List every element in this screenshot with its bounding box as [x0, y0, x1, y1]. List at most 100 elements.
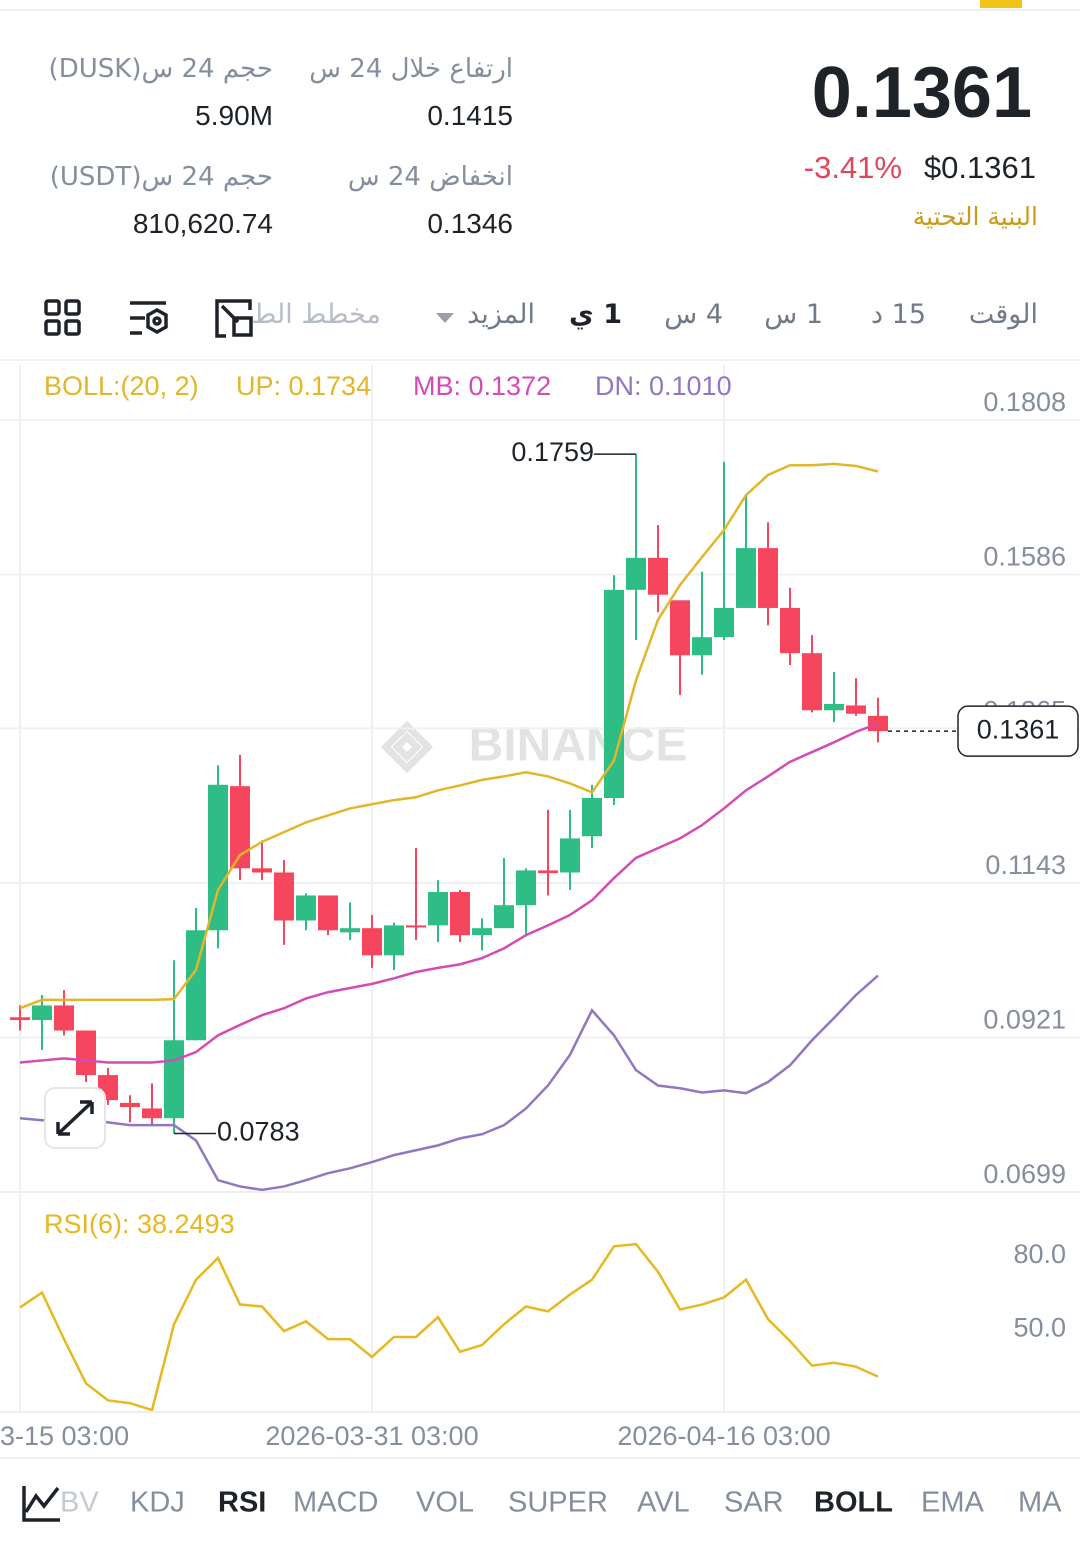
- candle-body: [560, 838, 580, 873]
- indicator-tab[interactable]: EMA: [921, 1487, 985, 1519]
- stat-value: 5.90M: [195, 100, 273, 131]
- candle-body: [230, 786, 250, 869]
- candle-body: [76, 1030, 96, 1076]
- x-tick-label: 2026-03-31 03:00: [265, 1421, 478, 1451]
- plot: 3-15 03:00 2026-03-31 03:00 2026-04-16 03:…: [0, 365, 1080, 1451]
- tab-indicator: [980, 0, 1022, 8]
- candle-body: [142, 1108, 162, 1119]
- timeframe-tab[interactable]: 1 س: [764, 299, 823, 330]
- indicator-tab[interactable]: AVL: [637, 1487, 690, 1519]
- indicator-tab[interactable]: VOL: [416, 1487, 474, 1519]
- indicator-tab[interactable]: MA: [1018, 1487, 1062, 1519]
- candle-body: [120, 1102, 140, 1108]
- stat-value: 0.1415: [427, 100, 513, 131]
- candle-body: [516, 870, 536, 906]
- legend-title: BOLL:(20, 2): [44, 371, 199, 401]
- candle-body: [582, 797, 602, 837]
- timeframe-tab[interactable]: الوقت: [968, 299, 1038, 330]
- x-tick-label: 3-15 03:00: [0, 1421, 129, 1451]
- candle-body: [802, 653, 822, 711]
- layout-icon[interactable]: [44, 299, 81, 336]
- candle-body: [780, 607, 800, 654]
- rsi-line: [19, 1242, 879, 1412]
- legend-entry: UP: 0.1734: [236, 371, 371, 401]
- candle-body: [450, 891, 470, 936]
- indicator-tab[interactable]: BOLL: [814, 1487, 893, 1519]
- stat-label: ارتفاع خلال 24 س: [309, 54, 513, 84]
- boll-line: [19, 974, 879, 1192]
- candle-body: [824, 704, 844, 711]
- indicator-tab[interactable]: RSI: [218, 1487, 266, 1519]
- boll-line: [19, 462, 879, 1010]
- candle-body: [472, 928, 492, 936]
- stat-value: 0.1346: [427, 208, 513, 239]
- candle-body: [406, 925, 426, 928]
- timeframe-tab[interactable]: 1 ي: [569, 299, 622, 330]
- stat-label: حجم 24 س(DUSK): [48, 54, 273, 84]
- y-tick-label: 0.1808: [983, 387, 1066, 417]
- y-tick-label: 0.1586: [983, 542, 1066, 572]
- expand-button[interactable]: [44, 1087, 106, 1149]
- candle-body: [208, 784, 228, 931]
- candle-body: [604, 589, 624, 798]
- x-tick-label: 2026-04-16 03:00: [617, 1421, 830, 1451]
- indicator-icon[interactable]: [22, 1486, 60, 1522]
- last-price-label: 0.1361: [977, 714, 1060, 744]
- draw-icon[interactable]: [215, 299, 253, 338]
- candle-body: [384, 925, 404, 956]
- candle-body: [340, 928, 360, 933]
- y-tick-label: 0.1143: [985, 850, 1066, 880]
- price-change: -3.41%: [803, 150, 902, 185]
- candle-body: [494, 905, 514, 929]
- timeframe-tab[interactable]: 4 س: [664, 299, 723, 330]
- candle-body: [758, 548, 778, 608]
- price-usd: $0.1361: [923, 150, 1036, 185]
- indicator-tab[interactable]: BV: [60, 1487, 99, 1519]
- timeframe-tab[interactable]: المزيد: [467, 299, 535, 330]
- candle-body: [846, 705, 866, 714]
- candle-body: [692, 637, 712, 656]
- y-tick-label: 80.0: [1013, 1239, 1066, 1269]
- y-tick-label: 0.0699: [983, 1159, 1066, 1189]
- indicator-tab[interactable]: MACD: [293, 1487, 378, 1519]
- legend-entry: MB: 0.1372: [413, 371, 551, 401]
- stat-label: انخفاض 24 س: [347, 162, 513, 192]
- last-price-box: [957, 705, 1079, 757]
- candle-body: [10, 1017, 30, 1021]
- candle-body: [318, 895, 338, 931]
- candle-body: [274, 872, 294, 921]
- low-label: 0.0783: [217, 1117, 300, 1147]
- settings-icon[interactable]: [130, 301, 168, 335]
- stat-label: حجم 24 س(USDT): [49, 162, 273, 192]
- rsi-title: RSI(6): 38.2493: [44, 1209, 235, 1239]
- timeframe-tab[interactable]: 15 د: [871, 299, 926, 330]
- legend-entry: DN: 0.1010: [595, 371, 732, 401]
- timeframe-tab[interactable]: مخطط الط: [251, 299, 381, 330]
- boll-line: [19, 722, 879, 1064]
- stat-value: 810,620.74: [132, 208, 273, 239]
- candle-body: [296, 895, 316, 921]
- high-label: 0.1759: [511, 437, 594, 467]
- candle-body: [54, 1005, 74, 1031]
- candle-body: [32, 1005, 52, 1021]
- indicator-tab[interactable]: SUPER: [508, 1487, 608, 1519]
- candle-body: [670, 600, 690, 656]
- candle-body: [186, 930, 206, 1041]
- indicator-tab[interactable]: SAR: [724, 1487, 784, 1519]
- candle-body: [714, 607, 734, 638]
- candle-body: [538, 870, 558, 874]
- y-tick-label: 0.0921: [983, 1005, 1066, 1035]
- candle-body: [252, 868, 272, 873]
- candle-body: [626, 557, 646, 590]
- category-tag[interactable]: البنية التحتية: [912, 202, 1038, 231]
- dropdown-arrow: [436, 313, 454, 323]
- watermark-logo: [380, 720, 434, 774]
- watermark: BINANCE: [469, 719, 688, 772]
- indicator-tab[interactable]: KDJ: [130, 1487, 185, 1519]
- last-price: 0.1361: [811, 53, 1032, 133]
- candle-body: [428, 891, 448, 926]
- candle-body: [164, 1040, 184, 1119]
- candle-body: [648, 557, 668, 595]
